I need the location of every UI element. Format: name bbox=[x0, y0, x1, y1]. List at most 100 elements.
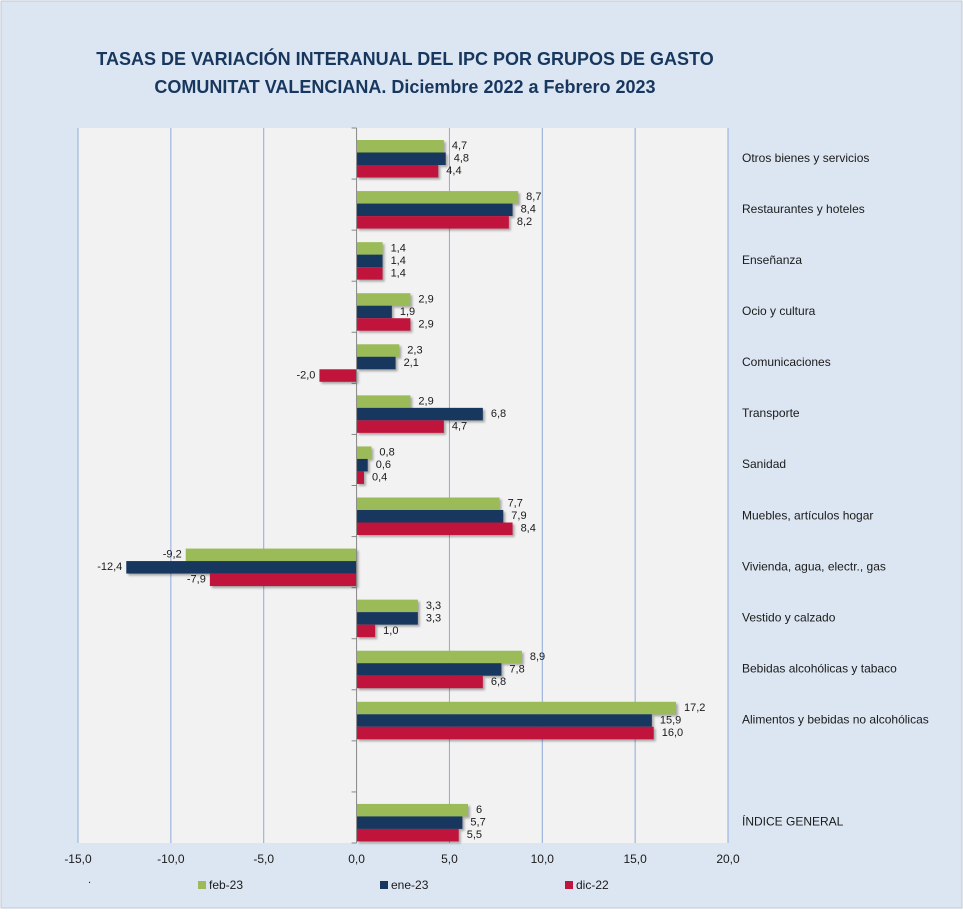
category-label: Alimentos y bebidas no alcohólicas bbox=[742, 713, 929, 727]
value-label: 0,6 bbox=[376, 459, 391, 471]
footnote: . bbox=[88, 874, 91, 886]
value-label: 0,8 bbox=[379, 447, 394, 459]
category-label: Comunicaciones bbox=[742, 355, 831, 369]
x-tick-label: 5,0 bbox=[441, 852, 458, 866]
bar bbox=[356, 140, 444, 153]
bar bbox=[356, 305, 392, 319]
bar bbox=[356, 663, 502, 676]
legend-label: ene-23 bbox=[391, 878, 429, 892]
value-label: 2,9 bbox=[418, 318, 433, 330]
value-label: 4,7 bbox=[452, 140, 467, 152]
bar bbox=[209, 573, 357, 587]
bar bbox=[319, 369, 357, 382]
bar bbox=[356, 191, 519, 204]
value-label: 5,5 bbox=[467, 829, 482, 841]
value-label: -2,0 bbox=[296, 369, 315, 381]
bar bbox=[356, 458, 368, 472]
x-tick-label: 15,0 bbox=[623, 852, 647, 866]
value-label: 17,2 bbox=[684, 702, 705, 714]
bar bbox=[185, 548, 357, 562]
value-label: 4,8 bbox=[454, 153, 469, 165]
bar bbox=[356, 624, 376, 638]
category-label: Otros bienes y servicios bbox=[742, 151, 869, 165]
value-label: 6 bbox=[476, 804, 482, 816]
bar bbox=[356, 152, 446, 165]
value-label: 8,4 bbox=[521, 523, 536, 535]
legend-label: dic-22 bbox=[576, 878, 609, 892]
bar bbox=[356, 675, 483, 689]
chart-title: TASAS DE VARIACIÓN INTERANUAL DEL IPC PO… bbox=[96, 48, 713, 69]
chart-subtitle: COMUNITAT VALENCIANA. Diciembre 2022 a F… bbox=[154, 77, 655, 97]
bar bbox=[356, 612, 418, 625]
bar bbox=[356, 714, 652, 727]
x-tick-label: 0,0 bbox=[348, 852, 365, 866]
bar bbox=[356, 701, 676, 715]
bar bbox=[356, 803, 468, 817]
bar bbox=[356, 420, 444, 433]
bar bbox=[356, 165, 439, 178]
value-label: 8,9 bbox=[530, 651, 545, 663]
category-label: Transporte bbox=[742, 406, 800, 420]
value-label: 1,4 bbox=[391, 242, 406, 254]
value-label: 4,7 bbox=[452, 421, 467, 433]
bar bbox=[356, 828, 459, 842]
bar bbox=[356, 407, 483, 421]
value-label: 1,0 bbox=[383, 625, 398, 637]
x-tick-label: 20,0 bbox=[716, 852, 740, 866]
value-label: 2,3 bbox=[407, 344, 422, 356]
bar bbox=[356, 344, 400, 357]
category-label: ÍNDICE GENERAL bbox=[742, 814, 844, 829]
bar bbox=[356, 267, 383, 280]
value-label: 2,9 bbox=[418, 396, 433, 408]
bar bbox=[356, 522, 513, 535]
category-label: Vestido y calzado bbox=[742, 610, 836, 624]
x-tick-label: -15,0 bbox=[64, 852, 92, 866]
value-label: 0,4 bbox=[372, 472, 387, 484]
bar bbox=[356, 318, 411, 331]
value-label: 3,3 bbox=[426, 600, 441, 612]
bar bbox=[356, 446, 372, 459]
bar bbox=[356, 599, 418, 613]
category-label: Sanidad bbox=[742, 457, 786, 471]
value-label: 2,1 bbox=[404, 357, 419, 369]
value-label: 7,9 bbox=[511, 510, 526, 522]
bar bbox=[356, 254, 383, 268]
bar bbox=[356, 726, 654, 740]
value-label: 16,0 bbox=[662, 727, 683, 739]
value-label: -12,4 bbox=[97, 561, 122, 573]
value-label: 3,3 bbox=[426, 612, 441, 624]
bar bbox=[356, 510, 504, 523]
value-label: 8,7 bbox=[526, 191, 541, 203]
bar bbox=[356, 816, 463, 829]
value-label: 1,4 bbox=[391, 255, 406, 267]
bar bbox=[126, 561, 357, 574]
x-tick-label: -10,0 bbox=[157, 852, 185, 866]
bar bbox=[356, 471, 364, 484]
value-label: -7,9 bbox=[187, 574, 206, 586]
category-label: Enseñanza bbox=[742, 253, 802, 267]
legend-swatch bbox=[565, 881, 573, 889]
value-label: 8,4 bbox=[521, 204, 536, 216]
category-label: Vivienda, agua, electr., gas bbox=[742, 559, 886, 573]
x-tick-label: 10,0 bbox=[531, 852, 555, 866]
bar bbox=[356, 356, 396, 370]
legend-swatch bbox=[380, 881, 388, 889]
value-label: 2,9 bbox=[418, 293, 433, 305]
value-label: 8,2 bbox=[517, 216, 532, 228]
value-label: 6,8 bbox=[491, 408, 506, 420]
category-label: Restaurantes y hoteles bbox=[742, 202, 865, 216]
category-label: Muebles, artículos hogar bbox=[742, 508, 873, 522]
x-tick-label: -5,0 bbox=[253, 852, 274, 866]
value-label: 1,9 bbox=[400, 306, 415, 318]
bar bbox=[356, 216, 509, 229]
category-label: Bebidas alcohólicas y tabaco bbox=[742, 662, 897, 676]
bar bbox=[356, 242, 383, 255]
bar bbox=[356, 293, 411, 306]
value-label: 15,9 bbox=[660, 714, 681, 726]
bar bbox=[356, 203, 513, 217]
value-label: 6,8 bbox=[491, 676, 506, 688]
value-label: 1,4 bbox=[391, 267, 406, 279]
legend-swatch bbox=[198, 881, 206, 889]
value-label: 7,8 bbox=[509, 663, 524, 675]
